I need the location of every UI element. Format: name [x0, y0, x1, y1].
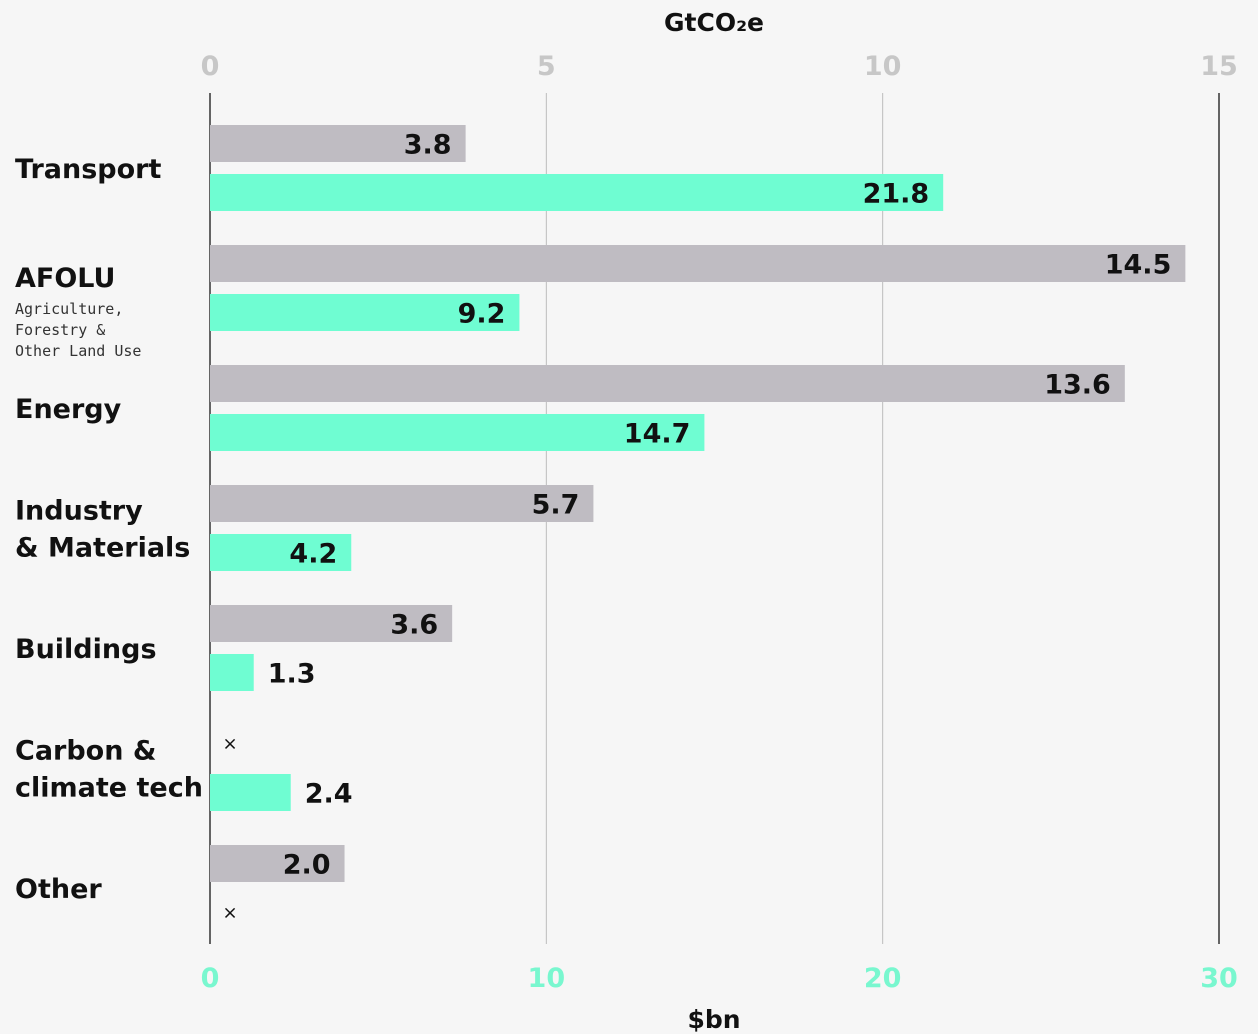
emissions-bar	[210, 845, 345, 882]
investment-bar	[210, 414, 705, 451]
category-label: Energy	[15, 394, 122, 425]
bar-value-label: 9.2	[458, 299, 506, 330]
no-data-mark: ×	[222, 903, 237, 924]
category-sublabel: Forestry &	[15, 321, 105, 339]
bar-value-label: 3.6	[390, 610, 438, 641]
bar-value-label: 5.7	[532, 490, 580, 521]
emissions-bar	[210, 365, 1125, 402]
bar-value-label: 14.5	[1105, 250, 1172, 281]
bar-value-label: 21.8	[863, 179, 930, 210]
labels: Transport AFOLU Agriculture, Forestry & Othe…	[15, 130, 1171, 924]
category-label: Industry	[15, 496, 143, 527]
bar-value-label: 2.0	[283, 850, 331, 881]
investment-bar	[210, 774, 291, 811]
category-label: Transport	[15, 154, 161, 185]
category-label: Carbon &	[15, 736, 156, 767]
category-label: climate tech	[15, 773, 203, 804]
investment-bar	[210, 294, 520, 331]
emissions-bar	[210, 485, 594, 522]
investment-bar	[210, 654, 254, 691]
bar-value-label: 3.8	[404, 130, 452, 161]
bar-value-label: 1.3	[268, 659, 316, 690]
bar-value-label: 4.2	[289, 539, 337, 570]
investment-bar	[210, 534, 352, 571]
top-tick-label: 10	[864, 51, 902, 82]
bar-value-label: 2.4	[305, 779, 353, 810]
top-tick-label: 5	[537, 51, 556, 82]
category-label: AFOLU	[15, 263, 115, 294]
bar-value-label: 13.6	[1044, 370, 1111, 401]
emissions-bar	[210, 125, 466, 162]
bottom-axis-title: $bn	[687, 1005, 740, 1034]
top-tick-label: 15	[1200, 51, 1238, 82]
bottom-tick-label: 10	[528, 963, 566, 994]
bottom-tick-label: 30	[1200, 963, 1238, 994]
bottom-tick-label: 0	[201, 963, 220, 994]
category-label: & Materials	[15, 533, 190, 564]
category-label: Buildings	[15, 634, 157, 665]
category-sublabel: Other Land Use	[15, 342, 141, 360]
bottom-tick-label: 20	[864, 963, 902, 994]
bars	[210, 125, 1186, 882]
bar-value-label: 14.7	[624, 419, 691, 450]
emissions-bar	[210, 245, 1186, 282]
top-axis-title: GtCO₂e	[664, 8, 764, 37]
no-data-mark: ×	[222, 734, 237, 755]
category-sublabel: Agriculture,	[15, 300, 123, 318]
category-label: Other	[15, 874, 102, 905]
investment-bar	[210, 174, 944, 211]
emissions-bar	[210, 605, 453, 642]
top-tick-label: 0	[201, 51, 220, 82]
